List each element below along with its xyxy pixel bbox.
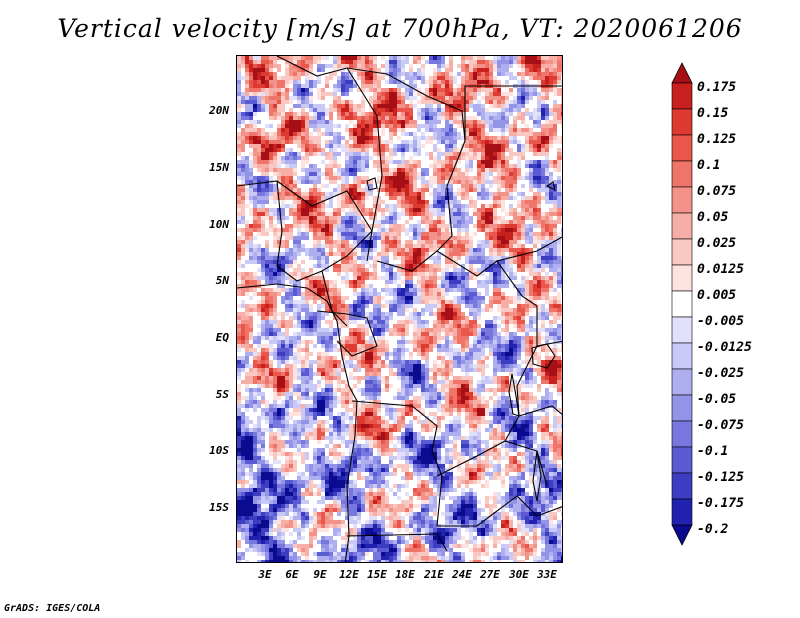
lake-malawi xyxy=(532,450,542,502)
colorbar-label: 0.175 xyxy=(697,80,737,95)
lon-label-24e: 24E xyxy=(452,568,472,581)
colorbar-label: -0.2 xyxy=(697,522,729,537)
colorbar-bin xyxy=(671,472,693,500)
lon-label-9e: 9E xyxy=(313,568,327,581)
border-libya-sudan xyxy=(464,85,562,141)
colorbar-label: 0.05 xyxy=(697,210,729,225)
lat-label-5s: 5S xyxy=(215,388,229,401)
border-namibia xyxy=(346,510,498,552)
colorbar-bin xyxy=(671,420,693,448)
lat-label-10s: 10S xyxy=(209,444,229,457)
colorbar-bin xyxy=(671,394,693,422)
colorbar-bin xyxy=(671,212,693,240)
lon-label-18e: 18E xyxy=(395,568,415,581)
border-west-africa xyxy=(237,180,373,232)
colorbar-bin xyxy=(671,238,693,266)
footer-credit: GrADS: IGES/COLA xyxy=(4,603,101,614)
lake-tana-region xyxy=(545,181,556,192)
colorbar-label: 0.15 xyxy=(697,106,729,121)
colorbar xyxy=(671,62,693,546)
border-zambia xyxy=(436,440,548,487)
colorbar-label: -0.0125 xyxy=(697,340,752,355)
lon-label-12e: 12E xyxy=(339,568,359,581)
colorbar-label: -0.125 xyxy=(697,470,744,485)
border-niger-chad xyxy=(346,67,383,262)
lake-tanganyika xyxy=(508,373,520,417)
colorbar-bin xyxy=(671,264,693,292)
colorbar-top-arrow xyxy=(671,62,693,84)
border-sahara-north xyxy=(276,56,466,142)
lat-label-5n: 5N xyxy=(215,274,229,287)
border-sudan-ethiopia xyxy=(496,236,562,262)
colorbar-bin xyxy=(671,368,693,396)
colorbar-bin xyxy=(671,134,693,162)
map-field-svg xyxy=(237,56,562,562)
colorbar-label: 0.1 xyxy=(697,158,721,173)
colorbar-bin xyxy=(671,186,693,214)
colorbar-label: -0.025 xyxy=(697,366,744,381)
colorbar-bin xyxy=(671,498,693,526)
lat-label-10n: 10N xyxy=(209,218,229,231)
lat-label-eq: EQ xyxy=(215,331,229,344)
colorbar-label: 0.075 xyxy=(697,184,737,199)
gulf-of-guinea-coast xyxy=(237,283,358,562)
border-gabon-congo xyxy=(316,310,378,357)
colorbar-bin xyxy=(671,108,693,136)
colorbar-label: -0.075 xyxy=(697,418,744,433)
lon-label-15e: 15E xyxy=(367,568,387,581)
border-car-drc xyxy=(376,250,438,272)
lat-label-15n: 15N xyxy=(209,161,229,174)
colorbar-label: -0.05 xyxy=(697,392,737,407)
colorbar-bin xyxy=(671,82,693,110)
border-drc-east xyxy=(504,295,538,442)
lon-label-6e: 6E xyxy=(285,568,299,581)
colorbar-bin xyxy=(671,316,693,344)
lake-victoria xyxy=(531,343,556,369)
lat-label-15s: 15S xyxy=(209,501,229,514)
colorbar-label: 0.0125 xyxy=(697,262,744,277)
colorbar-bin xyxy=(671,446,693,474)
velocity-map xyxy=(236,55,563,563)
lon-label-33e: 33E xyxy=(537,568,557,581)
colorbar-label: 0.005 xyxy=(697,288,737,303)
vertical-velocity-field xyxy=(237,56,562,562)
coastlines xyxy=(237,177,556,562)
map-title: Vertical velocity [m/s] at 700hPa, VT: 2… xyxy=(57,14,743,43)
lon-label-27e: 27E xyxy=(480,568,500,581)
colorbar-label: 0.125 xyxy=(697,132,737,147)
lat-label-20n: 20N xyxy=(209,104,229,117)
colorbar-bin xyxy=(671,290,693,318)
colorbar-label: -0.175 xyxy=(697,496,744,511)
colorbar-bottom-arrow xyxy=(671,524,693,546)
border-angola xyxy=(351,400,443,527)
lon-label-21e: 21E xyxy=(424,568,444,581)
colorbar-label: -0.005 xyxy=(697,314,744,329)
lon-label-3e: 3E xyxy=(258,568,272,581)
lake-chad xyxy=(366,177,378,191)
colorbar-bin xyxy=(671,342,693,370)
colorbar-label: 0.025 xyxy=(697,236,737,251)
colorbar-label: -0.1 xyxy=(697,444,729,459)
lon-label-30e: 30E xyxy=(509,568,529,581)
border-mozambique xyxy=(496,495,562,517)
colorbar-bin xyxy=(671,160,693,188)
border-nigeria xyxy=(276,180,323,282)
